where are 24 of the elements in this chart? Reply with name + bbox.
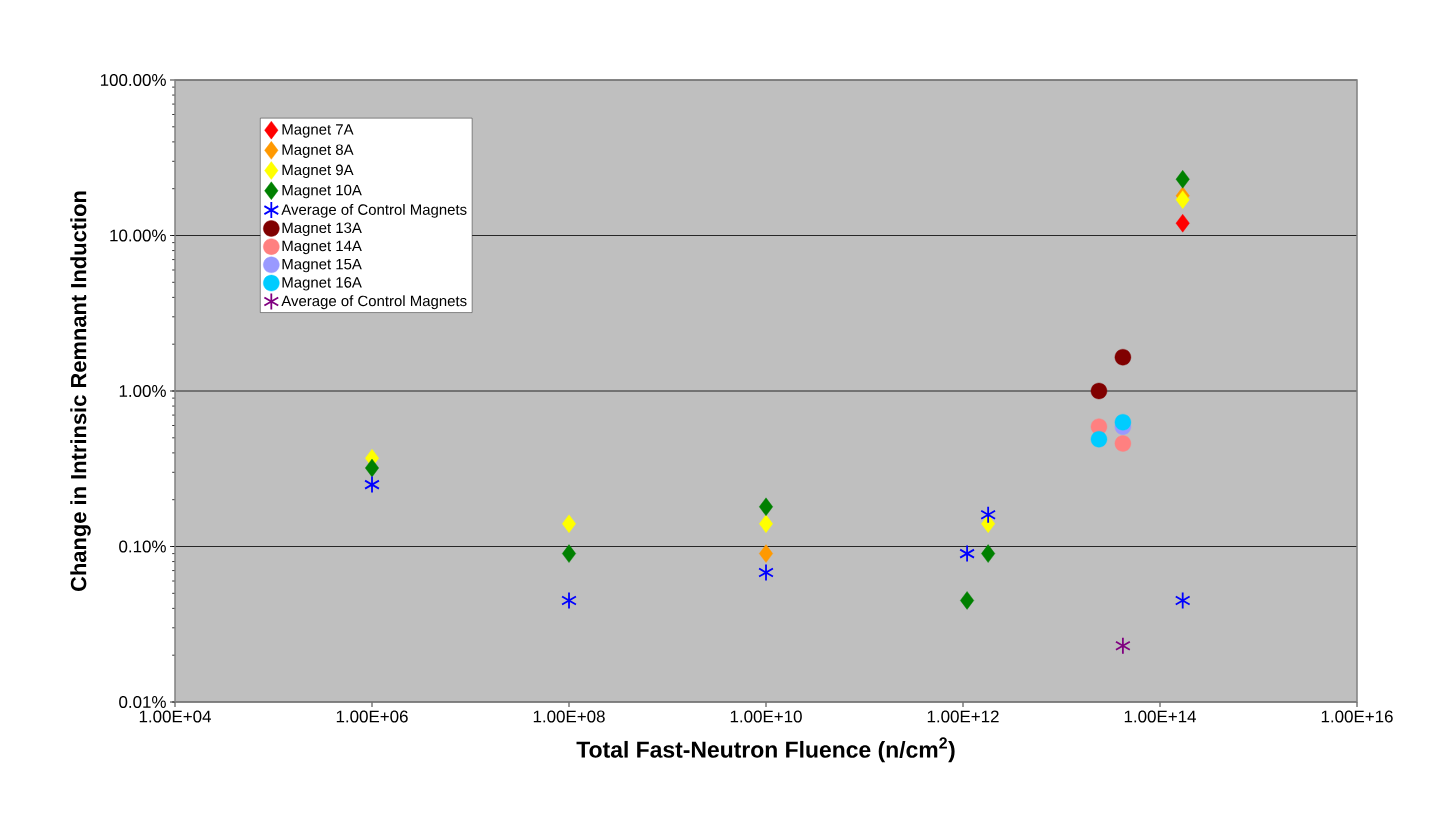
legend-label: Magnet 10A: [282, 184, 362, 199]
y-tick-label: 100.00%: [100, 74, 166, 86]
x-tick-label: 1.00E+08: [533, 710, 605, 723]
legend-label: Magnet 15A: [282, 258, 362, 273]
legend-label: Magnet 14A: [282, 240, 362, 255]
x-tick-label: 1.00E+12: [927, 710, 999, 723]
legend-label: Magnet 13A: [282, 222, 362, 237]
x-tick-label: 1.00E+10: [730, 710, 802, 723]
legend-label: Average of Control Magnets: [281, 295, 467, 310]
y-tick-label: 0.10%: [119, 540, 166, 553]
x-axis-title: Total Fast-Neutron Fluence (n/cm$^{2}$): [576, 737, 955, 763]
y-tick-label: 10.00%: [110, 229, 166, 242]
legend-label: Magnet 9A: [282, 164, 354, 179]
y-axis-title: Change in Intrinsic Remnant Induction: [70, 191, 91, 592]
x-tick-label: 1.00E+14: [1124, 710, 1196, 723]
legend-label: Magnet 16A: [282, 277, 362, 291]
legend-label: Magnet 7A: [282, 124, 354, 138]
x-tick-label: 1.00E+06: [336, 710, 408, 723]
legend-label: Magnet 8A: [282, 144, 354, 158]
x-tick-label: 1.00E+16: [1321, 710, 1393, 723]
x-tick-label: 1.00E+04: [139, 710, 211, 723]
y-tick-label: 1.00%: [119, 385, 166, 397]
legend-label: Average of Control Magnets: [281, 203, 467, 218]
y-tick-label: 0.01%: [119, 696, 166, 709]
